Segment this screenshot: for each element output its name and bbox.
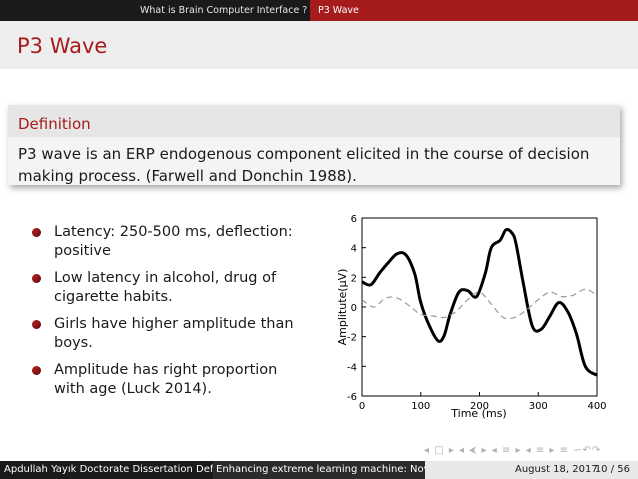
definition-block-header: [8, 105, 620, 137]
erp-plot: 6 4 2 0 -2 -4 -6 0 100 200 300 400 Amplitute(μV) T…: [336, 214, 607, 420]
bullet-item: Girls have higher amplitude than boys.: [30, 315, 310, 353]
y-tick-label: 4: [351, 244, 357, 255]
y-tick-label: 6: [351, 214, 357, 225]
x-tick-label: 200: [470, 401, 489, 412]
footer-date: August 18, 2017: [515, 464, 598, 475]
footer-right: August 18, 2017 10 / 56: [425, 461, 638, 479]
footer-author: Apdullah Yayık Doctorate Dissertation De…: [0, 461, 213, 479]
bullet-icon: [32, 228, 41, 237]
x-tick-label: 100: [411, 401, 430, 412]
footer: Apdullah Yayık Doctorate Dissertation De…: [0, 461, 638, 479]
series-line-dashed: [361, 288, 598, 320]
bullet-icon: [32, 274, 41, 283]
nav-active-background: [310, 0, 638, 21]
y-tick-label: -6: [347, 392, 357, 403]
y-tick-label: -2: [347, 333, 357, 344]
y-axis-label: Amplitute(μV): [336, 269, 349, 346]
plot-frame: [361, 217, 598, 397]
erp-plot-figure: 6 4 2 0 -2 -4 -6 0 100 200 300 400 Amplitute(μV) T…: [318, 212, 618, 422]
bullet-icon: [32, 320, 41, 329]
x-tick-label: 400: [587, 401, 606, 412]
series-line-solid: [361, 228, 598, 377]
y-tick-label: 0: [351, 303, 357, 314]
y-tick-label: 2: [351, 273, 357, 284]
definition-body: P3 wave is an ERP endogenous component e…: [18, 145, 590, 185]
bullet-item: Amplitude has right proportion with age …: [30, 361, 310, 399]
bullet-text: Amplitude has right proportion with age …: [54, 362, 278, 397]
nav-section-bci[interactable]: What is Brain Computer Interface ?: [140, 5, 308, 16]
bullet-icon: [32, 366, 41, 375]
footer-title: Enhancing extreme learning machine: Nove…: [213, 461, 425, 479]
bullet-item: Low latency in alcohol, drug of cigarett…: [30, 269, 310, 307]
definition-title: Definition: [18, 115, 91, 133]
y-tick-label: -4: [347, 362, 357, 373]
x-tick-label: 0: [359, 401, 365, 412]
beamer-navigation-symbols[interactable]: ◂ □ ▸ ◂ ⮜ ▸ ◂ ≡ ▸ ◂ ≡ ▸ ≡ ∽↶↷: [424, 445, 602, 456]
nav-section-p3-wave[interactable]: P3 Wave: [318, 5, 359, 16]
definition-block: Definition P3 wave is an ERP endogenous …: [8, 105, 620, 185]
footer-page-number: 10 / 56: [594, 464, 630, 475]
bullet-text: Girls have higher amplitude than boys.: [54, 316, 294, 351]
bullet-text: Latency: 250-500 ms, deflection: positiv…: [54, 224, 293, 259]
bullet-list: Latency: 250-500 ms, deflection: positiv…: [30, 223, 310, 407]
bullet-item: Latency: 250-500 ms, deflection: positiv…: [30, 223, 310, 261]
frame-title: P3 Wave: [17, 34, 108, 58]
x-tick-label: 300: [529, 401, 548, 412]
frame-title-bar: [0, 21, 638, 69]
x-axis-label: Time (ms): [450, 407, 506, 420]
bullet-text: Low latency in alcohol, drug of cigarett…: [54, 270, 277, 305]
